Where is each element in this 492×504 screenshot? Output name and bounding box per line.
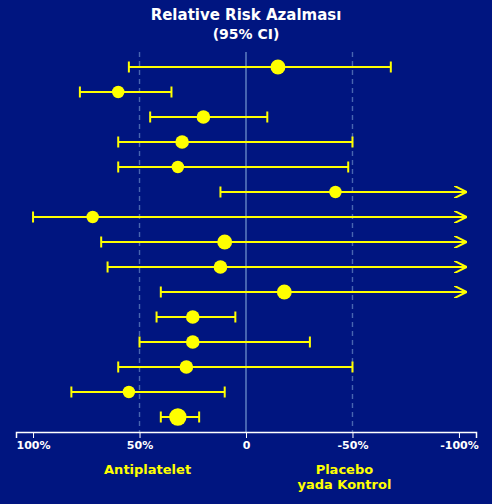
point: [214, 260, 228, 274]
interval-cap: [117, 162, 119, 173]
interval-cap: [224, 387, 226, 398]
chart: 100% 50% 0 -50% -100% Relative Risk Azalması (…: [0, 0, 492, 504]
interval-cap: [128, 62, 130, 73]
interval: [140, 341, 310, 343]
row: [71, 386, 224, 398]
row: [161, 285, 466, 300]
interval-cap: [219, 187, 221, 198]
interval-cap: [170, 87, 172, 98]
interval-cap: [309, 337, 311, 348]
row: [118, 360, 352, 374]
interval: [118, 166, 348, 168]
point: [329, 186, 341, 198]
point: [112, 86, 124, 98]
x-tick: -100%: [440, 432, 479, 452]
interval-arrow: [220, 191, 465, 193]
interval: [118, 141, 352, 143]
point: [123, 386, 135, 398]
row: [80, 86, 172, 98]
row: [129, 60, 391, 75]
background: [0, 0, 492, 504]
interval-cap: [198, 412, 200, 423]
interval: [80, 91, 172, 93]
interval: [118, 366, 352, 368]
interval-cap: [139, 337, 141, 348]
point: [175, 135, 189, 149]
subtitle: (95% CI): [213, 26, 280, 42]
x-tick: -50%: [338, 432, 369, 452]
x-tick: 50%: [127, 432, 153, 452]
plot-area: 100% 50% 0 -50% -100%: [17, 52, 479, 452]
point: [186, 335, 200, 349]
interval-cap: [160, 412, 162, 423]
tick-label: 0: [243, 439, 251, 452]
interval-cap: [351, 137, 353, 148]
tick-mark: [352, 432, 353, 438]
interval-arrow: [108, 266, 466, 268]
tick-mark: [459, 432, 460, 438]
row: [150, 110, 267, 124]
tick-mark: [140, 432, 141, 438]
row: [161, 408, 199, 425]
row: [33, 211, 465, 223]
axis-line: [17, 433, 477, 439]
interval-cap: [117, 137, 119, 148]
interval-cap: [149, 112, 151, 123]
interval-cap: [266, 112, 268, 123]
interval-cap: [160, 287, 162, 298]
tick-label: 100%: [17, 439, 51, 452]
annotation: Placeboyada Kontrol: [297, 462, 391, 492]
row: [220, 186, 465, 198]
tick-label: 50%: [127, 439, 153, 452]
point: [197, 110, 211, 124]
x-tick: 0: [243, 432, 251, 452]
interval-cap: [234, 312, 236, 323]
tick-label: -100%: [440, 439, 479, 452]
point: [169, 408, 186, 425]
interval-cap: [32, 212, 34, 223]
point: [271, 60, 286, 75]
interval-cap: [107, 262, 109, 273]
row: [108, 260, 466, 274]
point: [86, 211, 98, 223]
tick-mark: [246, 432, 247, 438]
point: [217, 235, 232, 250]
interval-arrow: [161, 291, 466, 293]
marks: [33, 52, 465, 432]
point: [277, 285, 292, 300]
interval-cap: [100, 237, 102, 248]
interval: [129, 66, 391, 68]
interval-cap: [156, 312, 158, 323]
point: [180, 360, 194, 374]
point: [186, 310, 200, 324]
interval-cap: [390, 62, 392, 73]
x-tick: 100%: [17, 432, 51, 452]
interval-cap: [347, 162, 349, 173]
x-axis: 100% 50% 0 -50% -100%: [17, 432, 479, 452]
interval-cap: [70, 387, 72, 398]
interval-arrow: [101, 241, 465, 243]
row: [118, 161, 348, 173]
interval-cap: [79, 87, 81, 98]
point: [172, 161, 184, 173]
tick-label: -50%: [338, 439, 369, 452]
tick-mark: [33, 432, 34, 438]
interval: [71, 391, 224, 393]
title: Relative Risk Azalması: [151, 6, 342, 24]
row: [118, 135, 352, 149]
interval-cap: [117, 362, 119, 373]
interval-cap: [351, 362, 353, 373]
row: [157, 310, 236, 324]
annotation: Antiplatelet: [104, 462, 191, 477]
row: [101, 235, 465, 250]
row: [140, 335, 310, 349]
